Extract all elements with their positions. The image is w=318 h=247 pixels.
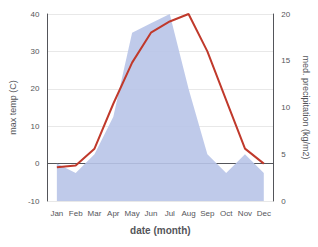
svg-text:0: 0	[281, 197, 286, 206]
svg-text:Oct: Oct	[220, 209, 233, 218]
svg-text:Sep: Sep	[200, 209, 215, 218]
svg-text:40: 40	[31, 10, 40, 19]
svg-text:10: 10	[281, 103, 290, 112]
svg-text:Dec: Dec	[257, 209, 271, 218]
svg-text:20: 20	[31, 84, 40, 93]
svg-text:max temp (C): max temp (C)	[8, 80, 18, 135]
svg-text:Jan: Jan	[50, 209, 63, 218]
svg-text:Apr: Apr	[107, 209, 120, 218]
svg-text:Aug: Aug	[181, 209, 195, 218]
svg-text:Jul: Jul	[165, 209, 175, 218]
svg-text:15: 15	[281, 56, 290, 65]
svg-text:-10: -10	[28, 197, 40, 206]
svg-text:Jun: Jun	[144, 209, 157, 218]
svg-text:Feb: Feb	[69, 209, 83, 218]
svg-text:date (month): date (month)	[130, 225, 191, 236]
svg-text:5: 5	[281, 150, 286, 159]
svg-text:30: 30	[31, 47, 40, 56]
svg-text:20: 20	[281, 10, 290, 19]
svg-text:med. precipitation (kg/m2): med. precipitation (kg/m2)	[301, 55, 311, 159]
svg-text:May: May	[125, 209, 140, 218]
svg-text:Mar: Mar	[88, 209, 102, 218]
svg-text:Nov: Nov	[238, 209, 252, 218]
svg-text:0: 0	[35, 159, 40, 168]
svg-text:10: 10	[31, 122, 40, 131]
